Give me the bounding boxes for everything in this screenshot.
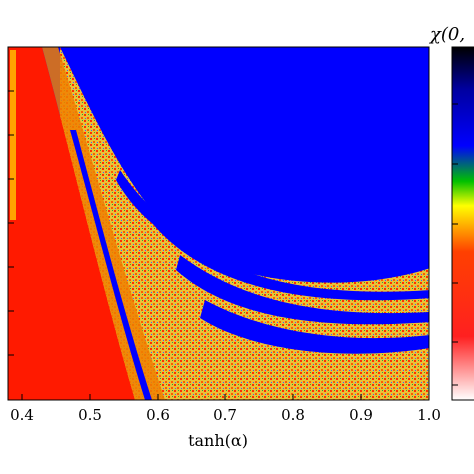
x-tick-label: 1.0 xyxy=(417,406,441,424)
x-axis-label: tanh(α) xyxy=(188,431,248,450)
blue-stripe-near-chaos xyxy=(70,130,152,400)
chaotic-region xyxy=(8,47,135,400)
colorbar-label: χ(0, xyxy=(428,24,465,45)
colorbar: χ(0, xyxy=(428,24,474,401)
x-tick-label: 0.4 xyxy=(10,406,34,424)
x-tick-label: 0.9 xyxy=(349,406,373,424)
x-tick-label: 0.7 xyxy=(213,406,237,424)
x-tick-labels: 0.4 0.5 0.6 0.7 0.8 0.9 1.0 xyxy=(10,406,441,424)
regular-band-4 xyxy=(116,170,330,274)
regular-band-2 xyxy=(176,255,429,325)
y-ticks xyxy=(8,46,14,356)
x-tick-label: 0.6 xyxy=(146,406,170,424)
x-tick-label: 0.8 xyxy=(281,406,305,424)
x-tick-label: 0.5 xyxy=(78,406,102,424)
heatmap-area xyxy=(8,47,429,400)
x-ticks xyxy=(21,394,430,400)
regular-band-3 xyxy=(200,300,429,354)
